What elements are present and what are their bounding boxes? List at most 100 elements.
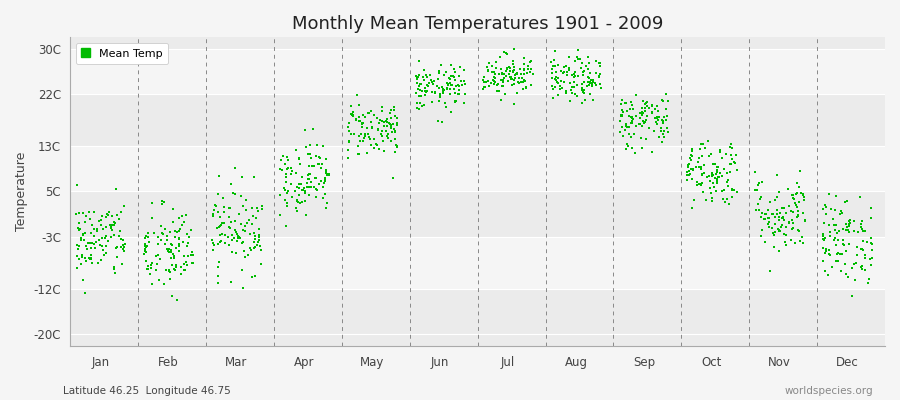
Point <box>255 202 269 209</box>
Point <box>442 74 456 81</box>
Point <box>482 60 496 66</box>
Point <box>771 228 786 234</box>
Point <box>112 233 126 240</box>
Point <box>640 103 654 109</box>
Point <box>174 264 188 270</box>
Point <box>180 240 194 246</box>
Point <box>436 88 450 94</box>
Point <box>690 159 705 165</box>
Point <box>99 250 113 256</box>
Point <box>748 169 762 176</box>
Point <box>652 134 667 141</box>
Point <box>106 222 121 228</box>
Point <box>160 237 175 243</box>
Point <box>218 232 232 239</box>
Point <box>312 161 327 168</box>
Point <box>786 220 800 226</box>
Point <box>111 211 125 218</box>
Point <box>164 241 178 248</box>
Point <box>574 64 589 71</box>
Point <box>172 241 186 248</box>
Point <box>279 170 293 177</box>
Point <box>685 167 699 173</box>
Point <box>477 84 491 90</box>
Point <box>582 75 597 81</box>
Point <box>795 234 809 240</box>
Point <box>322 172 337 178</box>
Point <box>414 81 428 87</box>
Point <box>76 277 90 284</box>
Point <box>625 114 639 120</box>
Text: Latitude 46.25  Longitude 46.75: Latitude 46.25 Longitude 46.75 <box>63 386 230 396</box>
Point <box>107 264 122 270</box>
Point <box>245 204 259 211</box>
Point <box>580 54 595 60</box>
Point <box>499 68 513 75</box>
Point <box>107 219 122 226</box>
Point <box>791 184 806 190</box>
Point <box>650 103 664 109</box>
Point <box>90 228 104 234</box>
Point <box>206 240 220 246</box>
Point <box>94 217 108 224</box>
Point <box>318 177 332 183</box>
Point <box>116 242 130 248</box>
Point <box>562 54 576 60</box>
Point <box>513 66 527 72</box>
Point <box>84 252 98 258</box>
Point <box>320 168 334 175</box>
Point <box>166 205 180 212</box>
Point <box>386 120 400 127</box>
Point <box>230 233 245 240</box>
Point <box>751 201 765 207</box>
Point <box>410 80 424 86</box>
Point <box>821 272 835 278</box>
Point <box>791 207 806 214</box>
Point <box>648 115 662 121</box>
Point <box>574 81 589 88</box>
Point <box>827 222 842 228</box>
Point <box>836 226 850 232</box>
Point <box>386 106 400 113</box>
Point <box>374 133 389 139</box>
Point <box>784 208 798 215</box>
Point <box>622 124 636 130</box>
Point <box>380 116 394 123</box>
Point <box>315 161 329 167</box>
Point <box>578 97 592 104</box>
Point <box>776 214 790 221</box>
Point <box>661 129 675 135</box>
Point <box>449 83 464 90</box>
Point <box>865 255 879 261</box>
Point <box>444 108 458 115</box>
Point <box>477 74 491 80</box>
Point <box>614 113 628 120</box>
Point <box>379 128 393 134</box>
Point <box>772 189 787 195</box>
Point <box>176 219 191 226</box>
Point <box>559 89 573 95</box>
Point <box>682 161 697 167</box>
Point <box>94 213 109 219</box>
Point <box>410 100 424 106</box>
Point <box>636 97 651 104</box>
Point <box>355 124 369 130</box>
Point <box>247 230 261 236</box>
Point <box>574 86 589 93</box>
Point <box>831 237 845 243</box>
Point <box>686 166 700 172</box>
Point <box>841 274 855 281</box>
Point <box>487 81 501 88</box>
Point <box>654 125 669 132</box>
Point <box>818 235 832 241</box>
Point <box>865 241 879 247</box>
Point <box>520 70 535 76</box>
Legend: Mean Temp: Mean Temp <box>76 43 168 64</box>
Point <box>517 67 531 73</box>
Point <box>509 90 524 96</box>
Point <box>659 91 673 98</box>
Point <box>162 249 176 255</box>
Point <box>816 231 831 238</box>
Point <box>168 228 183 235</box>
Point <box>206 210 220 217</box>
